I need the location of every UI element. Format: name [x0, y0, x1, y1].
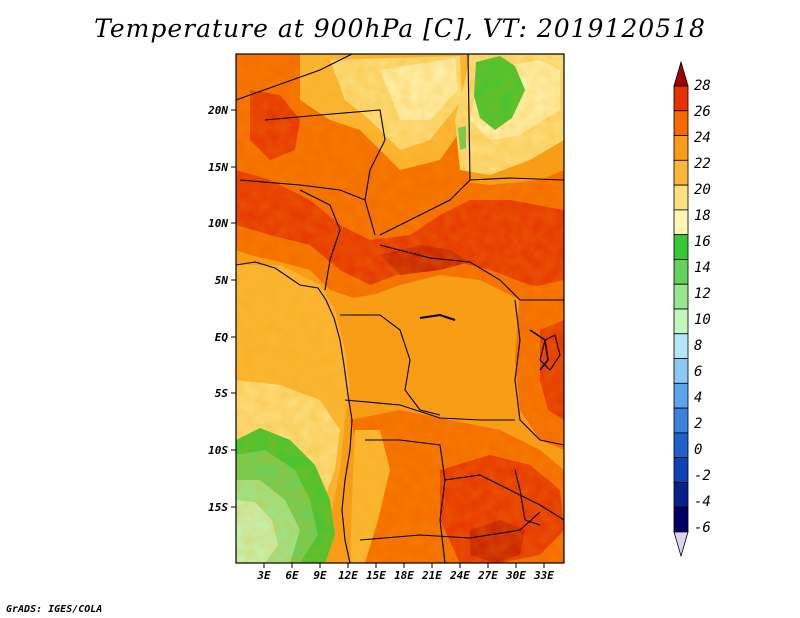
- lat-label-10s: 10S: [208, 444, 228, 457]
- colorbar-segment: [673, 234, 689, 260]
- credit-text: GrADS: IGES/COLA: [6, 604, 103, 615]
- colorbar-segment: [673, 209, 689, 236]
- colorbar-label: 28: [694, 78, 711, 94]
- colorbar-segment: [673, 333, 689, 359]
- colorbar-label: 24: [694, 130, 711, 146]
- colorbar-label: 16: [694, 234, 711, 250]
- colorbar-label: 2: [694, 416, 703, 432]
- chart-title: Temperature at 900hPa [C], VT: 201912051…: [94, 14, 706, 43]
- colorbar-label: -4: [694, 494, 711, 510]
- lon-label-21e: 21E: [422, 569, 442, 582]
- colorbar-segment: [673, 482, 689, 508]
- lon-label-30e: 30E: [506, 569, 526, 582]
- colorbar-segment: [673, 159, 689, 186]
- colorbar-segment: [673, 358, 689, 384]
- colorbar-label: 4: [694, 390, 703, 406]
- colorbar-segment: [673, 283, 689, 310]
- colorbar-segment: [673, 506, 689, 533]
- colorbar-label: 12: [694, 286, 711, 302]
- colorbar-segment: [673, 184, 689, 211]
- lon-label-3e: 3E: [257, 569, 271, 582]
- lon-label-6e: 6E: [285, 569, 299, 582]
- map-frame: [235, 53, 565, 564]
- colorbar-segment: [673, 259, 689, 285]
- colorbar-label: 22: [694, 156, 711, 172]
- lat-label-15s: 15S: [208, 501, 228, 514]
- colorbar-label: 10: [694, 312, 711, 328]
- colorbar-label: 18: [694, 208, 711, 224]
- colorbar: [673, 60, 689, 558]
- colorbar-segment: [673, 407, 689, 434]
- lat-label-10n: 10N: [208, 217, 228, 230]
- lat-label-eq: EQ: [214, 331, 228, 344]
- colorbar-segment: [673, 308, 689, 335]
- lon-label-18e: 18E: [394, 569, 414, 582]
- colorbar-segment: [673, 135, 689, 161]
- coastline-boundaries: [236, 54, 564, 563]
- axis-ticks: [231, 109, 545, 568]
- lon-label-27e: 27E: [478, 569, 498, 582]
- lon-label-33e: 33E: [534, 569, 554, 582]
- lon-label-12e: 12E: [338, 569, 358, 582]
- lat-label-20n: 20N: [208, 104, 228, 117]
- temperature-field: [236, 54, 564, 563]
- colorbar-label: 0: [694, 442, 703, 458]
- lon-label-15e: 15E: [366, 569, 386, 582]
- colorbar-label: 8: [694, 338, 703, 354]
- lat-label-15n: 15N: [208, 161, 228, 174]
- lat-label-5s: 5S: [214, 387, 228, 400]
- colorbar-segment: [673, 382, 689, 409]
- colorbar-label: -6: [694, 520, 711, 536]
- lon-label-9e: 9E: [313, 569, 327, 582]
- colorbar-segment: [673, 457, 689, 483]
- colorbar-label: 20: [694, 182, 711, 198]
- colorbar-label: 6: [694, 364, 703, 380]
- colorbar-bottom-triangle: [673, 531, 689, 558]
- colorbar-segment: [673, 85, 689, 112]
- colorbar-segment: [673, 432, 689, 459]
- lat-label-5n: 5N: [214, 274, 228, 287]
- colorbar-label: 14: [694, 260, 711, 276]
- colorbar-label: 26: [694, 104, 711, 120]
- colorbar-label: -2: [694, 468, 711, 484]
- colorbar-segment: [673, 110, 689, 136]
- lon-label-24e: 24E: [450, 569, 470, 582]
- colorbar-top-triangle: [673, 60, 689, 87]
